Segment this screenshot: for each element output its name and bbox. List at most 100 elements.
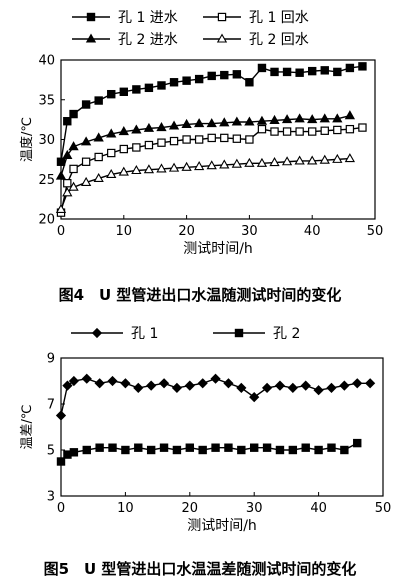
temp-data-point	[118, 166, 129, 176]
temp-x-axis-label: 测试时间/h	[183, 241, 253, 257]
diff-y-tick-label: 3	[47, 490, 55, 505]
temp-data-point	[93, 172, 104, 183]
diff-data-point	[262, 443, 272, 452]
diff-data-point	[107, 375, 118, 387]
diff-data-point	[69, 448, 79, 457]
temp-data-point	[156, 163, 167, 173]
diff-data-point	[211, 443, 220, 452]
temp-data-point	[144, 140, 154, 150]
temp-data-point	[344, 110, 356, 120]
temp-data-point	[169, 136, 179, 146]
temp-data-point	[194, 118, 205, 128]
temp-data-point	[332, 153, 343, 163]
temp-legend-label: 孔 1 进水	[118, 10, 178, 26]
diff-y-axis-label: 温差/℃	[20, 405, 35, 450]
temp-data-point	[220, 133, 229, 143]
diff-data-point	[365, 378, 376, 389]
temp-data-point	[69, 164, 78, 174]
diff-data-point	[314, 445, 323, 455]
temp-data-point	[358, 123, 367, 132]
temp-series-line	[60, 157, 350, 210]
figure-caption-2: 图5 U 型管进出口水温温差随测试时间的变化	[43, 560, 357, 578]
temp-data-point	[131, 124, 142, 134]
temp-data-point	[282, 127, 292, 136]
temp-data-point	[55, 203, 67, 214]
diff-data-point	[121, 445, 130, 455]
temp-y-tick-label: 30	[38, 133, 55, 148]
temp-data-point	[157, 138, 166, 147]
temp-data-point	[119, 144, 128, 154]
temp-data-point	[332, 113, 343, 123]
temp-x-tick-label: 40	[304, 224, 321, 239]
temp-data-point	[282, 67, 292, 77]
diff-data-point	[274, 380, 286, 391]
diff-x-axis-label: 测试时间/h	[187, 518, 257, 534]
diff-data-point	[82, 445, 91, 455]
temp-series-1	[56, 62, 367, 166]
temp-data-point	[168, 162, 180, 172]
temp-data-point	[81, 157, 91, 166]
diff-data-point	[326, 382, 337, 394]
temp-data-point	[307, 155, 318, 165]
temp-data-point	[106, 128, 117, 138]
diff-data-point	[172, 445, 182, 455]
diff-y-tick-label: 5	[47, 444, 55, 459]
temp-data-point	[256, 157, 268, 167]
temp-y-tick-label: 20	[38, 213, 55, 228]
temp-data-point	[107, 148, 116, 158]
temp-data-point	[207, 71, 216, 81]
temp-data-point	[244, 116, 255, 126]
diff-data-point	[81, 373, 92, 384]
temp-data-point	[295, 127, 304, 136]
diff-x-tick-label: 10	[117, 501, 134, 516]
temp-legend-item: 孔 1 回水	[203, 10, 309, 26]
temp-x-tick-label: 20	[178, 224, 195, 239]
figure-caption-1: 图4 U 型管进出口水温随测试时间的变化	[58, 286, 342, 304]
temp-data-point	[269, 114, 280, 124]
diff-y-tick-label: 9	[47, 352, 55, 367]
temp-data-point	[307, 114, 318, 124]
temp-series-line	[60, 65, 363, 162]
diff-data-point	[339, 380, 350, 391]
temp-data-point	[157, 81, 166, 90]
temp-data-point	[320, 126, 329, 135]
diff-data-point	[95, 443, 104, 452]
temp-data-point	[56, 157, 66, 166]
chart-temperature-difference: 0 10 20 30 40 50 3 5 7 9 测试时间/h 温差/℃ 孔 1 孔 2	[20, 326, 392, 534]
temp-data-point	[231, 116, 242, 126]
temp-data-point	[308, 66, 317, 76]
temp-data-point	[182, 135, 191, 144]
temp-legend-marker	[86, 12, 96, 22]
temp-data-point	[220, 70, 229, 80]
temp-series-2	[56, 123, 367, 217]
temp-data-point	[256, 115, 268, 125]
diff-x-tick-label: 30	[246, 501, 263, 516]
temp-data-point	[245, 135, 254, 144]
diff-data-point	[249, 391, 260, 403]
temp-data-point	[119, 87, 128, 96]
temp-data-point	[319, 154, 330, 164]
temp-legend-label: 孔 1 回水	[249, 10, 309, 26]
temp-data-point	[206, 160, 217, 170]
diff-y-tick-label: 7	[47, 398, 55, 413]
temp-legend-marker	[217, 12, 227, 22]
temp-y-tick-label: 25	[38, 173, 55, 188]
diff-x-tick-label: 50	[375, 501, 392, 516]
temp-data-point	[144, 83, 154, 93]
temp-data-point	[107, 89, 116, 99]
temp-data-point	[156, 122, 167, 132]
temp-data-point	[320, 66, 329, 75]
temp-data-point	[93, 132, 104, 142]
temp-data-point	[219, 117, 230, 127]
temp-data-point	[308, 127, 317, 136]
temp-data-point	[106, 168, 117, 179]
temp-data-point	[181, 161, 192, 171]
temp-data-point	[80, 176, 92, 186]
temp-data-point	[131, 164, 142, 175]
temp-data-point	[345, 124, 355, 134]
temp-data-point	[270, 127, 279, 136]
temp-data-point	[194, 74, 204, 84]
diff-data-point	[340, 445, 349, 455]
temp-data-point	[55, 170, 67, 180]
temp-data-point	[194, 135, 204, 144]
